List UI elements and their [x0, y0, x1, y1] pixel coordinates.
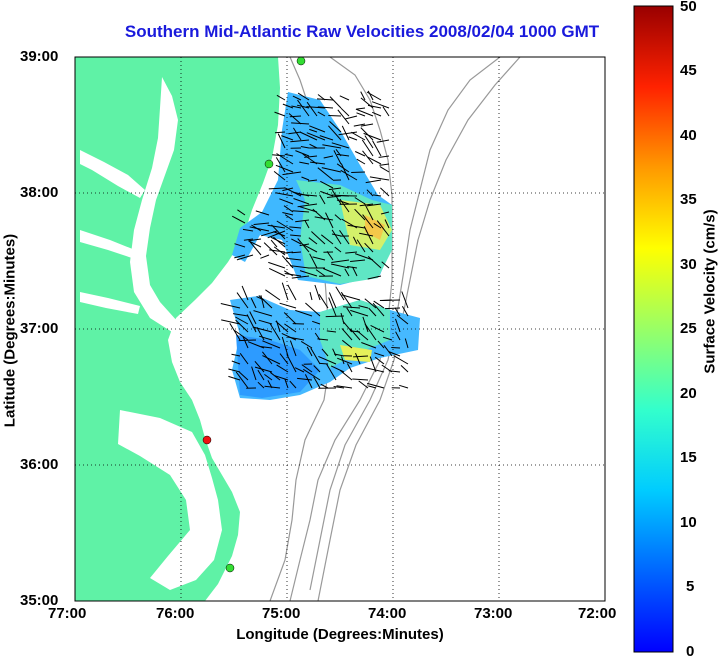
velocity-arrow	[239, 340, 256, 341]
colorbar-label: Surface Velocity (cm/s)	[702, 162, 719, 422]
x-tick-label: 76:00	[156, 605, 194, 622]
y-tick-label: 36:00	[20, 456, 58, 473]
colorbar-tick: 15	[680, 449, 697, 466]
colorbar-tick: 30	[680, 256, 697, 273]
x-tick-label: 72:00	[578, 605, 616, 622]
colorbar-tick: 50	[680, 0, 697, 15]
velocity-arrow	[391, 348, 400, 349]
velocity-arrow	[385, 308, 400, 309]
colorbar-tick: 5	[686, 578, 694, 595]
colorbar-tick: 40	[680, 127, 697, 144]
x-tick-label: 75:00	[262, 605, 300, 622]
station-marker	[226, 564, 234, 572]
colorbar-tick: 35	[680, 191, 697, 208]
station-marker	[203, 436, 211, 444]
colorbar	[634, 6, 673, 652]
velocity-arrow	[292, 252, 301, 253]
velocity-arrow	[351, 172, 365, 173]
velocity-arrow	[320, 363, 328, 364]
x-tick-label: 74:00	[368, 605, 406, 622]
velocity-arrow	[275, 132, 285, 133]
velocity-arrow	[328, 116, 341, 117]
colorbar-tick: 25	[680, 320, 697, 337]
y-tick-label: 37:00	[20, 320, 58, 337]
velocity-arrow	[381, 300, 400, 301]
colorbar-tick: 10	[680, 514, 697, 531]
y-axis-label: Latitude (Degrees:Minutes)	[2, 201, 19, 461]
velocity-arrow	[326, 316, 344, 317]
colorbar-tick: 20	[680, 385, 697, 402]
station-marker	[265, 160, 273, 168]
colorbar-tick: 45	[680, 62, 697, 79]
station-marker	[297, 57, 305, 65]
x-tick-label: 73:00	[474, 605, 512, 622]
x-axis-label: Longitude (Degrees:Minutes)	[0, 626, 680, 643]
y-tick-label: 35:00	[20, 592, 58, 609]
colorbar-tick: 0	[686, 643, 694, 660]
y-tick-label: 38:00	[20, 184, 58, 201]
y-tick-label: 39:00	[20, 48, 58, 65]
